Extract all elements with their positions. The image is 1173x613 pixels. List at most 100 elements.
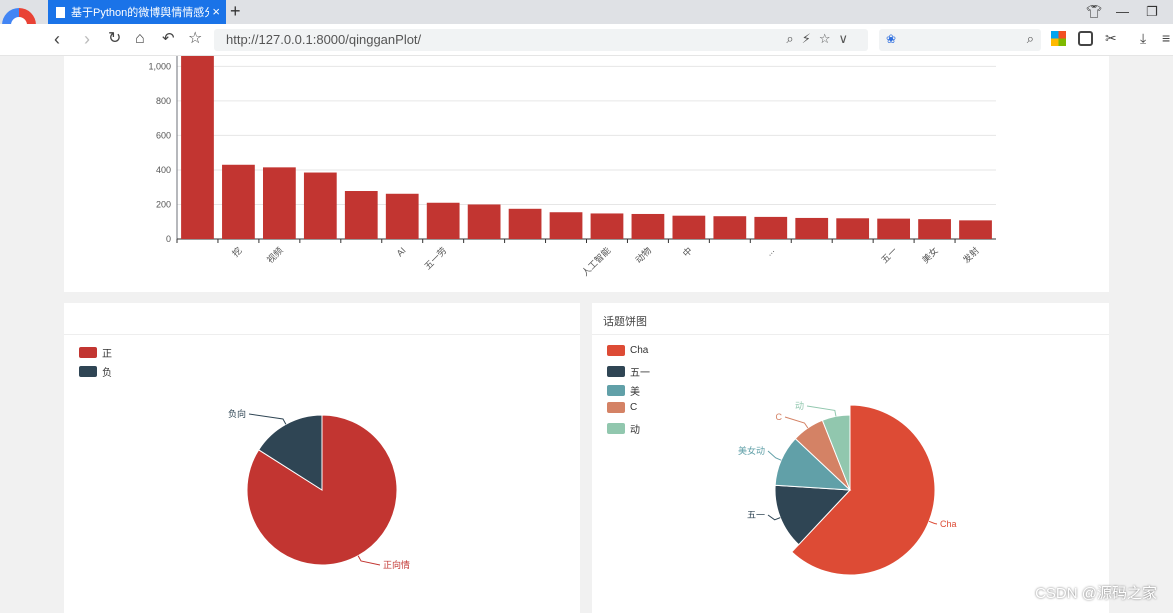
- bar[interactable]: [385, 193, 419, 239]
- bar[interactable]: [590, 213, 624, 239]
- pie-label-line: [767, 514, 781, 521]
- legend-item[interactable]: 负: [79, 364, 112, 379]
- bar[interactable]: [344, 191, 378, 239]
- address-bar[interactable]: http://127.0.0.1:8000/qingganPlot/ ⌕⚡☆∨: [214, 29, 868, 51]
- sentiment-pie-panel: 正负 正向情 负向: [64, 303, 580, 613]
- pie-label-line: [248, 413, 287, 425]
- bar[interactable]: [262, 167, 296, 239]
- legend-item[interactable]: 动: [607, 421, 640, 436]
- home-icon[interactable]: ⌂: [135, 30, 145, 47]
- legend-swatch: [607, 423, 625, 434]
- legend-item[interactable]: C: [607, 402, 637, 413]
- pie-label: 正向情: [383, 559, 410, 570]
- pie-label: Cha: [940, 519, 957, 529]
- legend-swatch: [79, 347, 97, 358]
- screenshot-scissors-icon[interactable]: ✂: [1105, 30, 1117, 46]
- back-icon[interactable]: ‹: [54, 29, 60, 49]
- bar[interactable]: [631, 213, 665, 239]
- legend-item[interactable]: 五一: [607, 364, 650, 379]
- legend-swatch: [79, 366, 97, 377]
- panel-divider: [64, 334, 580, 335]
- bar[interactable]: [795, 217, 829, 239]
- legend-swatch: [607, 366, 625, 377]
- download-icon[interactable]: ⤓: [1140, 30, 1147, 46]
- y-tick-label: 600: [156, 130, 171, 140]
- x-tick-label: AI: [395, 245, 408, 258]
- favorite-star-icon[interactable]: ☆: [188, 30, 203, 47]
- bar-chart-panel: 0 200 400 600 800 1,000 挖 视频 AI 五一劳 人工智能 动物 中... 五一 美女…: [64, 56, 1109, 292]
- baidu-paw-icon: ❀: [886, 32, 897, 46]
- reader-icon[interactable]: [1078, 31, 1093, 46]
- tab-bar: 基于Python的微博舆情情感分析 × + 👕︎ — ❐: [0, 0, 1173, 24]
- y-tick-label: 1,000: [148, 61, 171, 71]
- url-text: http://127.0.0.1:8000/qingganPlot/: [226, 32, 422, 47]
- bar[interactable]: [754, 216, 788, 239]
- pie-label: 负向: [228, 408, 246, 419]
- document-icon: [56, 6, 65, 18]
- bar[interactable]: [836, 218, 870, 239]
- topic-pie-title: 话题饼图: [603, 316, 647, 328]
- legend-label: C: [630, 402, 638, 413]
- menu-icon[interactable]: ≡: [1162, 30, 1171, 46]
- reload-icon[interactable]: ↻: [108, 30, 122, 47]
- pie-label: 动: [795, 401, 804, 411]
- pie-label-line: [806, 405, 837, 417]
- topic-pie-panel: 话题饼图 Cha 五一美 C 动 Cha 五一 美女动 C 动: [592, 303, 1109, 613]
- legend-label: 美: [630, 387, 640, 398]
- legend-swatch: [607, 385, 625, 396]
- browser-toolbar: ‹ › ↻ ⌂ ↶ ☆ http://127.0.0.1:8000/qingga…: [0, 24, 1173, 56]
- x-tick-label: 挖: [230, 245, 244, 259]
- bar[interactable]: [222, 164, 255, 239]
- pie-slice[interactable]: [791, 404, 936, 576]
- y-tick-label: 0: [166, 234, 171, 244]
- x-tick-label: 动物: [633, 245, 654, 266]
- undo-icon[interactable]: ↶: [162, 30, 175, 47]
- search-icon[interactable]: ⌕: [1026, 31, 1034, 46]
- bar[interactable]: [181, 56, 214, 239]
- bar[interactable]: [549, 212, 583, 239]
- x-tick-label: 人工智能: [579, 245, 612, 278]
- x-tick-label: ...: [764, 245, 776, 257]
- legend-item[interactable]: 美: [607, 383, 640, 398]
- active-tab[interactable]: 基于Python的微博舆情情感分析 ×: [48, 0, 226, 24]
- forward-icon[interactable]: ›: [84, 29, 90, 49]
- pie-label-line: [357, 555, 381, 566]
- legend-label: Cha: [630, 345, 649, 356]
- legend-label: 动: [630, 425, 640, 436]
- search-box[interactable]: ❀ ⌕: [879, 29, 1041, 51]
- bar[interactable]: [508, 208, 542, 239]
- address-bar-icons[interactable]: ⌕⚡☆∨: [786, 31, 856, 46]
- minimize-button[interactable]: —: [1116, 4, 1129, 19]
- restore-button[interactable]: ❐: [1146, 4, 1158, 19]
- bar[interactable]: [672, 215, 706, 239]
- bar-chart: 0 200 400 600 800 1,000 挖 视频 AI 五一劳 人工智能 动物 中... 五一 美女…: [148, 56, 996, 278]
- pie-label-line: [767, 450, 782, 461]
- legend-swatch: [607, 345, 625, 356]
- y-tick-label: 400: [156, 165, 171, 175]
- legend-item[interactable]: 正: [79, 345, 112, 360]
- legend-swatch: [607, 402, 625, 413]
- close-tab-icon[interactable]: ×: [212, 4, 220, 19]
- pie-slice[interactable]: [257, 414, 323, 491]
- legend-label: 五一: [630, 368, 650, 379]
- bar[interactable]: [426, 202, 460, 239]
- x-tick-label: 美女: [919, 245, 940, 266]
- x-tick-label: 中: [680, 245, 694, 259]
- pie-label: 五一: [747, 510, 765, 520]
- pie-label-line: [784, 416, 809, 429]
- legend-label: 负: [102, 368, 112, 379]
- bar[interactable]: [713, 216, 747, 239]
- legend-item[interactable]: Cha: [607, 345, 648, 356]
- bar[interactable]: [467, 204, 501, 239]
- bar[interactable]: [959, 220, 992, 239]
- pie-slice[interactable]: [821, 414, 851, 491]
- y-tick-label: 200: [156, 199, 171, 209]
- bar[interactable]: [303, 172, 337, 239]
- x-tick-label: 五一劳: [422, 245, 449, 272]
- skin-icon[interactable]: 👕︎: [1086, 4, 1103, 19]
- bar[interactable]: [877, 218, 911, 239]
- apps-icon[interactable]: [1051, 31, 1066, 46]
- pie-label-line: [928, 520, 938, 525]
- bar[interactable]: [918, 219, 951, 239]
- new-tab-button[interactable]: +: [230, 1, 241, 21]
